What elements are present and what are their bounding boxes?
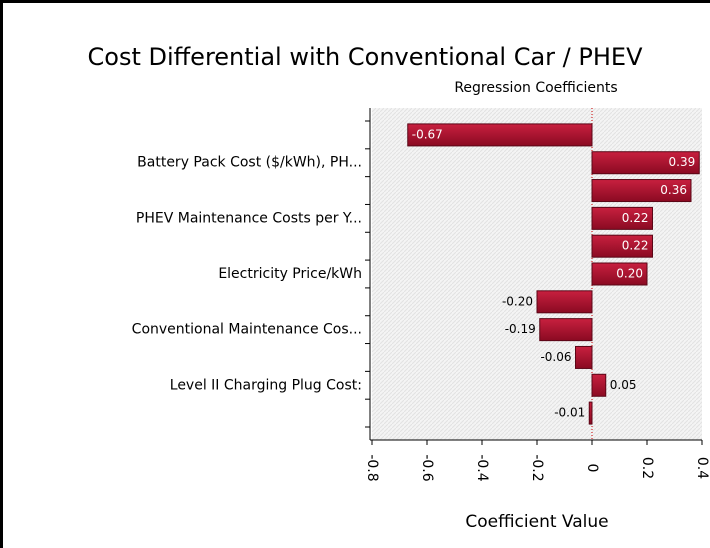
bar bbox=[591, 151, 700, 175]
bar bbox=[539, 318, 593, 342]
chart-subtitle: Regression Coefficients bbox=[454, 80, 617, 96]
value-label: 0.05 bbox=[610, 378, 637, 392]
x-tick-label: -0.6 bbox=[419, 454, 435, 481]
y-tick-label: Battery Pack Cost ($/kWh), PH... bbox=[137, 155, 362, 171]
value-label: 0.36 bbox=[660, 183, 687, 197]
x-tick-label: 0.4 bbox=[694, 457, 710, 479]
bar bbox=[591, 206, 653, 230]
value-label: -0.06 bbox=[540, 350, 571, 364]
y-tick-label: Level II Charging Plug Cost: bbox=[170, 377, 362, 393]
bar bbox=[536, 290, 593, 314]
bar bbox=[588, 401, 593, 425]
x-tick-label: -0.4 bbox=[474, 454, 490, 481]
x-axis-label: Coefficient Value bbox=[465, 512, 608, 532]
y-tick-label: PHEV Maintenance Costs per Y... bbox=[136, 210, 362, 226]
bar bbox=[591, 373, 607, 397]
value-label: 0.20 bbox=[616, 267, 643, 281]
y-tick-label: Electricity Price/kWh bbox=[218, 266, 362, 282]
bar bbox=[575, 345, 593, 369]
x-tick-label: 0 bbox=[584, 464, 600, 473]
bar bbox=[407, 123, 593, 147]
x-tick-label: -0.2 bbox=[529, 454, 545, 481]
value-label: -0.67 bbox=[412, 127, 443, 141]
x-tick-label: -0.8 bbox=[364, 454, 380, 481]
chart-title: Cost Differential with Conventional Car … bbox=[88, 43, 644, 71]
value-label: -0.20 bbox=[502, 294, 533, 308]
value-label: -0.01 bbox=[554, 406, 585, 420]
value-label: 0.39 bbox=[669, 155, 696, 169]
x-tick-label: 0.2 bbox=[639, 457, 655, 479]
bar bbox=[591, 262, 648, 286]
bar bbox=[591, 234, 653, 258]
value-label: 0.22 bbox=[622, 211, 649, 225]
value-label: 0.22 bbox=[622, 239, 649, 253]
bar bbox=[591, 179, 692, 203]
value-label: -0.19 bbox=[505, 322, 536, 336]
y-tick-label: Conventional Maintenance Cos... bbox=[132, 322, 362, 338]
